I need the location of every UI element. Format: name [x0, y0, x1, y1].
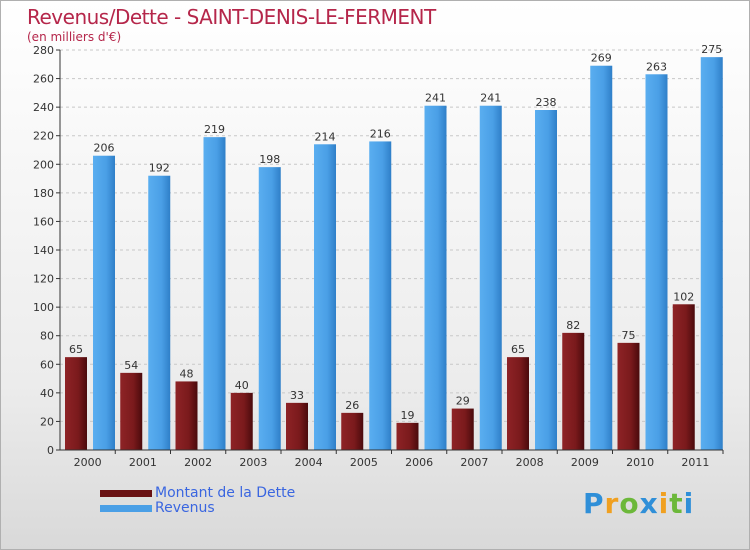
data-label-dette: 65: [69, 343, 83, 356]
bar-dette: [175, 381, 198, 450]
chart-title: Revenus/Dette - SAINT-DENIS-LE-FERMENT: [27, 5, 436, 29]
x-tick-label: 2009: [571, 456, 599, 469]
y-tick-label: 20: [40, 415, 54, 428]
bar-revenus: [314, 144, 336, 451]
data-label-dette: 48: [180, 367, 194, 380]
data-label-dette: 19: [401, 409, 415, 422]
data-label-dette: 54: [124, 359, 138, 372]
y-tick-label: 220: [33, 130, 54, 143]
data-label-dette: 33: [290, 389, 304, 402]
y-tick-label: 140: [33, 244, 54, 257]
logo-letter: P: [583, 487, 605, 520]
data-label-revenus: 275: [701, 43, 722, 56]
y-tick-label: 260: [33, 73, 54, 86]
x-tick-label: 2004: [295, 456, 323, 469]
data-label-revenus: 269: [591, 52, 612, 65]
logo-letter: i: [658, 487, 670, 520]
bar-dette: [65, 357, 87, 450]
x-tick-label: 2001: [129, 456, 157, 469]
logo-letter: t: [669, 487, 684, 520]
bar-dette: [120, 372, 143, 450]
y-tick-label: 200: [33, 158, 54, 171]
logo-letter: i: [683, 487, 695, 520]
data-label-revenus: 241: [480, 92, 501, 105]
bar-revenus: [645, 74, 668, 451]
y-tick-label: 240: [33, 101, 54, 114]
bar-dette: [562, 332, 585, 450]
bar-dette: [341, 412, 364, 450]
bar-revenus: [590, 65, 613, 450]
y-tick-label: 160: [33, 215, 54, 228]
bar-revenus: [148, 175, 171, 450]
data-label-dette: 82: [566, 319, 580, 332]
data-label-revenus: 216: [370, 127, 391, 140]
y-tick-label: 60: [40, 358, 54, 371]
x-tick-label: 2006: [405, 456, 433, 469]
y-tick-label: 180: [33, 187, 54, 200]
data-label-revenus: 241: [425, 92, 446, 105]
data-label-dette: 65: [511, 343, 525, 356]
bar-dette: [230, 392, 253, 450]
logo-letter: o: [619, 487, 640, 520]
x-tick-label: 2002: [184, 456, 212, 469]
legend-swatch-revenus: [100, 505, 152, 512]
data-label-dette: 102: [673, 290, 694, 303]
y-tick-label: 40: [40, 387, 54, 400]
bar-revenus: [535, 110, 557, 450]
x-tick-label: 2010: [626, 456, 654, 469]
y-tick-label: 100: [33, 301, 54, 314]
legend-label-revenus: Revenus: [155, 500, 215, 516]
bar-revenus: [369, 141, 392, 450]
x-tick-label: 2011: [681, 456, 709, 469]
y-tick-label: 120: [33, 273, 54, 286]
logo-letter: r: [604, 487, 620, 520]
data-label-dette: 75: [622, 329, 636, 342]
bar-dette: [286, 402, 308, 450]
bar-revenus: [258, 167, 281, 450]
legend-label-dette: Montant de la Dette: [155, 485, 296, 501]
bar-dette: [507, 357, 529, 450]
data-label-dette: 29: [456, 395, 470, 408]
bar-dette: [396, 422, 419, 450]
x-tick-label: 2003: [239, 456, 267, 469]
data-label-revenus: 198: [259, 153, 280, 166]
y-tick-label: 0: [47, 444, 54, 457]
bar-revenus: [479, 105, 502, 450]
x-tick-label: 2000: [74, 456, 102, 469]
data-label-revenus: 206: [94, 142, 115, 155]
data-label-revenus: 219: [204, 123, 225, 136]
bar-revenus: [424, 105, 447, 450]
data-label-revenus: 238: [536, 96, 557, 109]
x-tick-label: 2008: [516, 456, 544, 469]
bar-dette: [617, 342, 640, 450]
x-tick-label: 2007: [460, 456, 488, 469]
bar-revenus: [700, 57, 723, 451]
bar-dette: [451, 408, 474, 450]
y-tick-label: 280: [33, 44, 54, 57]
chart-subtitle: (en milliers d'€): [27, 30, 122, 44]
legend-swatch-dette: [100, 490, 152, 497]
proxiti-logo: Proxiti: [583, 487, 694, 520]
logo-letter: x: [639, 487, 659, 520]
data-label-revenus: 192: [149, 162, 170, 175]
x-tick-label: 2005: [350, 456, 378, 469]
y-tick-label: 80: [40, 330, 54, 343]
bar-revenus: [203, 137, 226, 450]
data-label-dette: 26: [345, 399, 359, 412]
data-label-dette: 40: [235, 379, 249, 392]
data-label-revenus: 263: [646, 60, 667, 73]
bar-dette: [672, 304, 695, 450]
data-label-revenus: 214: [315, 130, 336, 143]
bar-revenus: [93, 155, 115, 450]
